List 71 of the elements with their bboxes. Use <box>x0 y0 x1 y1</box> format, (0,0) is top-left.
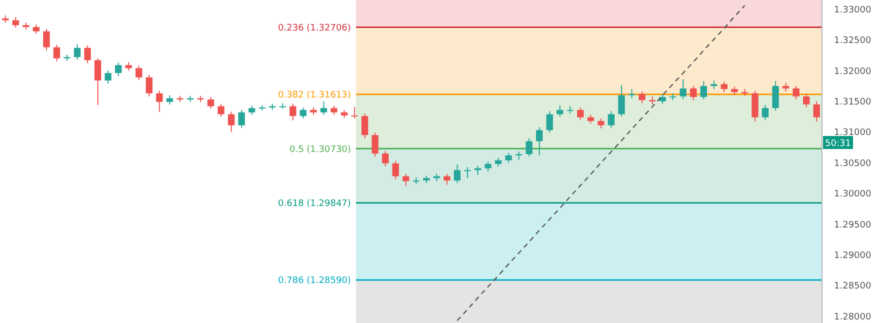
candlestick <box>382 150 389 167</box>
candlestick <box>454 164 461 184</box>
y-tick-label: 1.30500 <box>834 158 872 169</box>
candlestick <box>752 90 758 122</box>
line-series <box>456 4 746 322</box>
candlestick <box>146 74 152 97</box>
candlestick <box>484 161 492 172</box>
candlestick <box>218 103 224 118</box>
y-tick-label: 1.28000 <box>834 312 872 322</box>
candlestick <box>638 90 646 104</box>
y-tick-label: 1.31500 <box>834 97 872 108</box>
candlestick <box>32 24 40 34</box>
candlestick <box>74 44 81 60</box>
candlestick <box>43 28 50 51</box>
candlestick <box>444 173 450 186</box>
candlestick <box>700 80 707 100</box>
candlestick <box>680 78 686 100</box>
candlestick <box>720 81 728 93</box>
y-tick-label: 1.32500 <box>834 36 872 46</box>
y-tick-label: 1.28500 <box>834 282 872 292</box>
candlestick <box>566 106 574 114</box>
candlestick <box>300 106 307 120</box>
y-tick-label: 1.32000 <box>834 66 872 77</box>
candlestick <box>598 118 604 129</box>
ref-line-label: 0.786 (1.28590) <box>278 276 351 286</box>
y-tick-label: 1.30000 <box>834 190 872 200</box>
candlestick <box>792 85 800 100</box>
candlestick <box>207 96 214 110</box>
candlestick <box>166 94 174 105</box>
y-tick-label: 1.33000 <box>834 5 872 16</box>
candlestick <box>115 62 122 77</box>
candlestick <box>330 105 338 116</box>
candlestick <box>156 90 163 112</box>
candlestick <box>556 105 564 118</box>
candlestick <box>53 44 60 62</box>
candlestick <box>546 110 553 134</box>
y-tick-label: 1.29500 <box>834 220 872 230</box>
candlestick <box>690 85 697 101</box>
candlestick <box>813 100 820 122</box>
candlestick <box>84 44 91 64</box>
ref-line-label: 0.236 (1.32706) <box>278 23 351 34</box>
candlestick <box>464 166 471 179</box>
candlestick <box>392 160 399 180</box>
ref-line-label: 0.5 (1.30730) <box>290 144 351 155</box>
candlestick <box>136 65 142 80</box>
candlestick <box>361 113 368 139</box>
candlestick <box>803 93 810 108</box>
candlestick <box>536 126 543 156</box>
text: 50:31 <box>825 139 851 150</box>
ref-line-label: 0.382 (1.31613) <box>278 90 351 101</box>
ref-line-label: 0.618 (1.29847) <box>278 198 351 209</box>
candlestick <box>577 106 584 120</box>
candlestick <box>104 70 112 84</box>
candlestick <box>320 100 328 116</box>
candlestick <box>290 103 296 121</box>
candlestick <box>238 109 245 128</box>
y-tick-label: 1.31000 <box>834 128 872 138</box>
candlestick <box>228 111 235 133</box>
candlestick <box>351 106 358 120</box>
candlestick <box>618 84 625 118</box>
candlestick <box>772 80 779 112</box>
candlestick <box>505 152 512 164</box>
candlestick <box>248 105 256 116</box>
candlestick <box>762 104 769 120</box>
candlestick <box>659 93 666 104</box>
candlestick <box>402 173 410 187</box>
y-tick-label: 1.29000 <box>834 250 872 261</box>
candlestick <box>526 138 532 158</box>
candlestick <box>608 110 615 128</box>
candlestick <box>372 132 378 158</box>
candlestick <box>94 58 102 106</box>
